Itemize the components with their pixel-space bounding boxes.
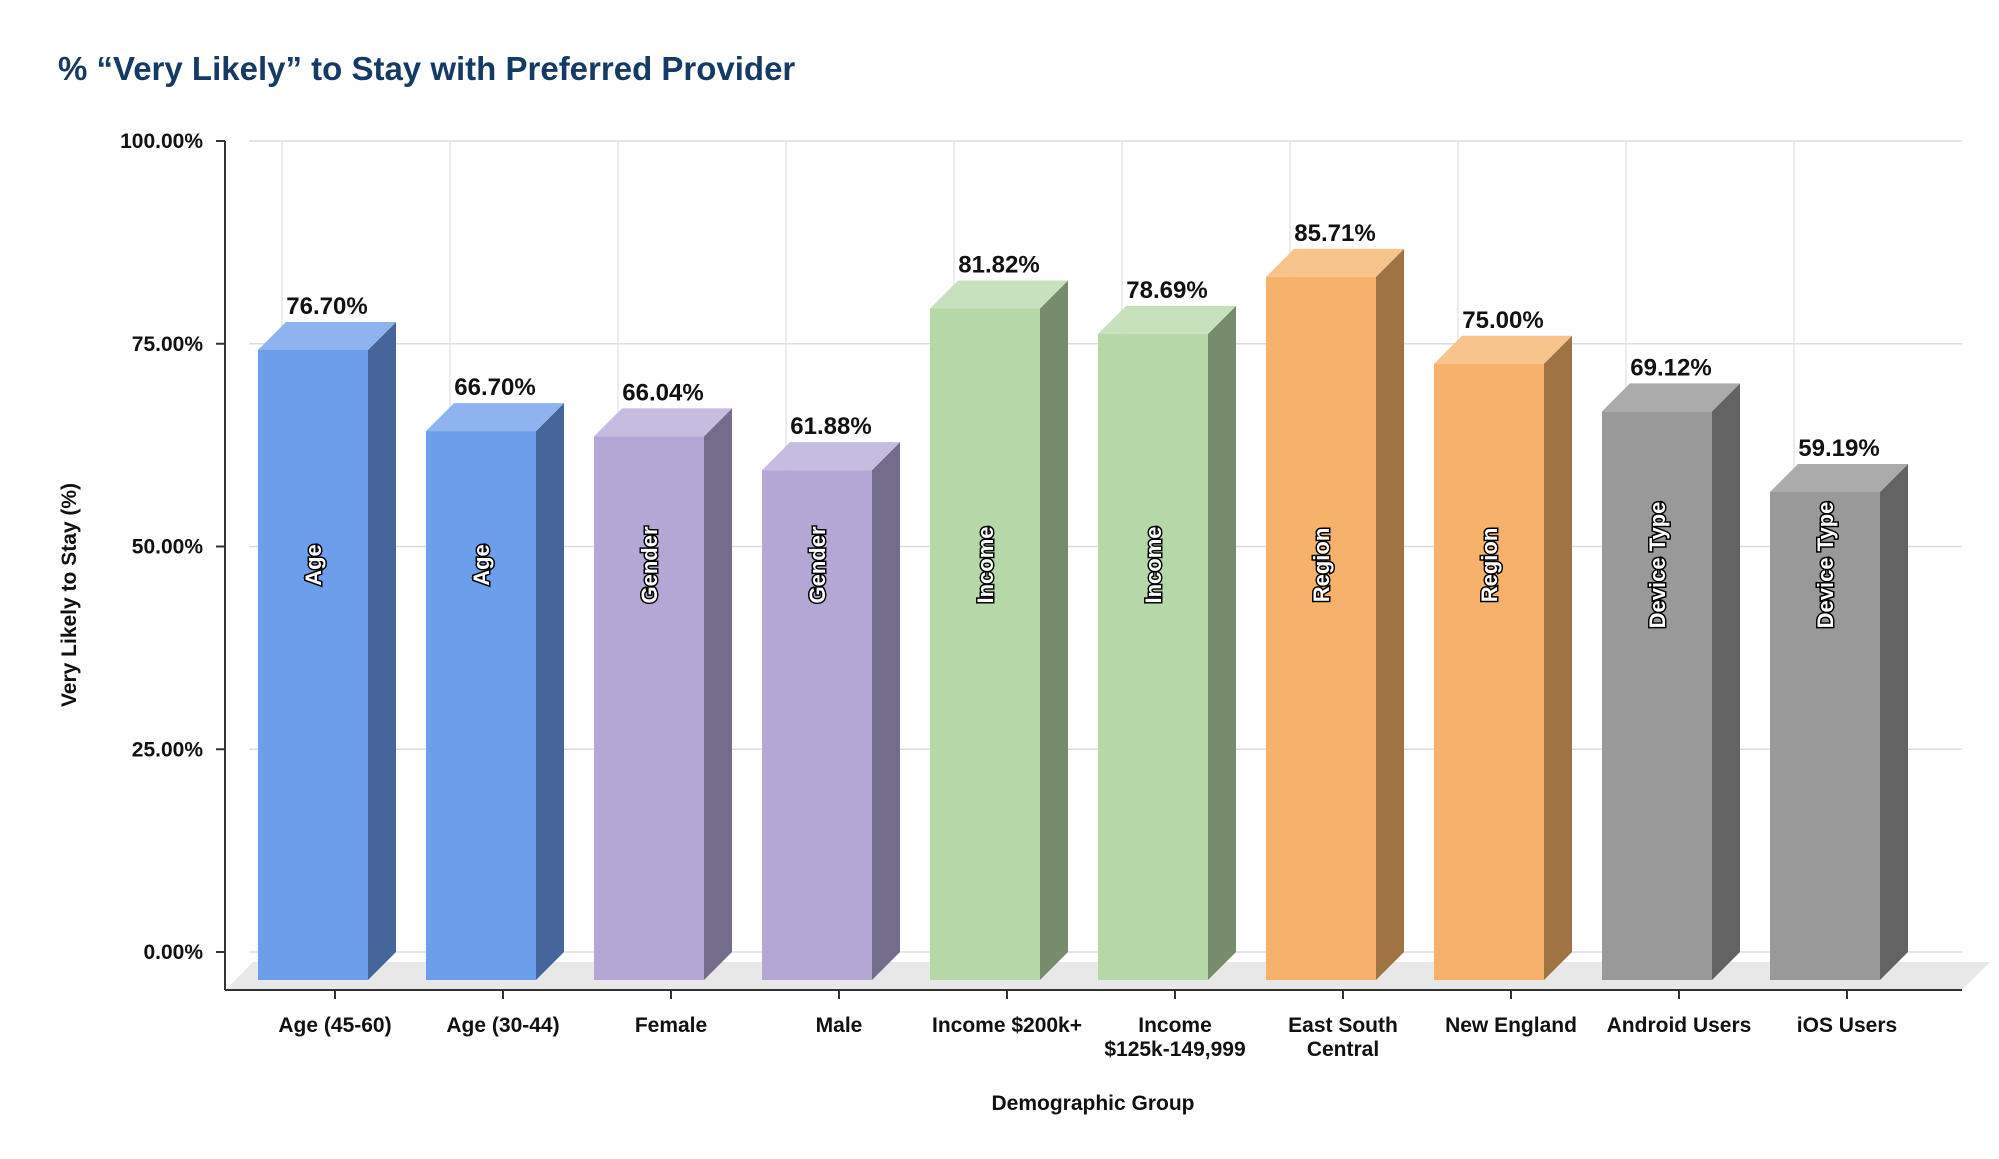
x-tick-label-line: New England bbox=[1445, 1014, 1577, 1037]
x-tick-label-line: East South bbox=[1288, 1014, 1398, 1037]
value-label: 61.88% bbox=[790, 413, 871, 440]
x-tick-label-line: $125k-149,999 bbox=[1104, 1038, 1245, 1061]
value-label: 75.00% bbox=[1462, 307, 1543, 334]
bar-top bbox=[258, 321, 396, 350]
group-label: Gender bbox=[637, 526, 662, 603]
y-tick-label: 100.00% bbox=[120, 130, 203, 153]
bar-side bbox=[1712, 383, 1740, 981]
x-tick-label: Android Users bbox=[1607, 1014, 1752, 1037]
bar-side bbox=[1040, 280, 1068, 980]
bar bbox=[1098, 305, 1236, 980]
bar-top bbox=[1434, 335, 1572, 364]
bar-top bbox=[1602, 383, 1740, 412]
bar bbox=[762, 442, 900, 980]
bar-top bbox=[594, 408, 732, 437]
bars-layer bbox=[258, 248, 1908, 981]
bar bbox=[426, 403, 564, 980]
bar-side bbox=[368, 321, 396, 980]
bar-top bbox=[762, 442, 900, 471]
y-axis-title: Very Likely to Stay (%) bbox=[58, 483, 81, 707]
bar bbox=[1602, 383, 1740, 981]
value-label: 78.69% bbox=[1126, 277, 1207, 304]
value-label: 76.70% bbox=[286, 293, 367, 320]
bar bbox=[1434, 335, 1572, 980]
bar-front bbox=[258, 349, 368, 980]
x-tick-label: Income $125k-149,999 bbox=[1104, 1014, 1245, 1061]
bar-top bbox=[426, 403, 564, 432]
value-label: 81.82% bbox=[958, 251, 1039, 278]
x-tick-label: Income $200k+ bbox=[932, 1014, 1082, 1037]
group-label: Income bbox=[973, 526, 998, 603]
chart-title: % “Very Likely” to Stay with Preferred P… bbox=[58, 50, 796, 87]
value-label: 66.70% bbox=[454, 374, 535, 401]
bar-front bbox=[762, 470, 872, 980]
bar-front bbox=[1266, 276, 1376, 980]
x-tick-label-line: Android Users bbox=[1607, 1014, 1752, 1037]
group-label: Gender bbox=[805, 526, 830, 603]
group-label: Device Type bbox=[1645, 502, 1670, 629]
bar bbox=[1266, 248, 1404, 980]
bar-top bbox=[930, 280, 1068, 309]
bar bbox=[930, 280, 1068, 980]
x-tick-label-line: Age (30-44) bbox=[446, 1014, 559, 1037]
x-tick-label: Female bbox=[635, 1014, 707, 1037]
bar-side bbox=[1880, 463, 1908, 980]
bar-front bbox=[426, 431, 536, 980]
bar-top bbox=[1266, 248, 1404, 277]
x-tick-label-line: Income $200k+ bbox=[932, 1014, 1082, 1037]
bar bbox=[594, 408, 732, 980]
bar-front bbox=[930, 308, 1040, 980]
y-tick-label: 75.00% bbox=[132, 333, 204, 356]
bar-side bbox=[536, 403, 564, 980]
group-label: Age bbox=[301, 544, 326, 586]
bar-front bbox=[1098, 333, 1208, 980]
value-label: 59.19% bbox=[1798, 435, 1879, 462]
bar-top bbox=[1770, 463, 1908, 492]
x-tick-label-line: iOS Users bbox=[1797, 1014, 1897, 1037]
bar-side bbox=[872, 442, 900, 980]
x-tick-label-line: Female bbox=[635, 1014, 707, 1037]
bar-top bbox=[1098, 305, 1236, 334]
x-tick-label-line: Income bbox=[1138, 1014, 1212, 1037]
bar-front bbox=[1602, 411, 1712, 981]
group-label: Region bbox=[1309, 528, 1334, 603]
bar-front bbox=[1770, 491, 1880, 980]
group-label: Region bbox=[1477, 528, 1502, 603]
x-tick-label: Male bbox=[816, 1014, 863, 1037]
axes-layer bbox=[216, 140, 1962, 999]
x-tick-label-line: Age (45-60) bbox=[278, 1014, 391, 1037]
x-tick-label-line: Male bbox=[816, 1014, 863, 1037]
group-label: Age bbox=[469, 544, 494, 586]
x-tick-label-line: Central bbox=[1307, 1038, 1379, 1061]
x-tick-label: Age (45-60) bbox=[278, 1014, 391, 1037]
x-tick-label: Age (30-44) bbox=[446, 1014, 559, 1037]
bar-side bbox=[704, 408, 732, 980]
value-label: 85.71% bbox=[1294, 220, 1375, 247]
group-label: Income bbox=[1141, 526, 1166, 603]
bar-side bbox=[1376, 248, 1404, 980]
value-label: 66.04% bbox=[622, 379, 703, 406]
y-tick-label: 50.00% bbox=[132, 536, 204, 559]
value-label: 69.12% bbox=[1630, 354, 1711, 381]
bar-side bbox=[1208, 305, 1236, 980]
y-tick-label: 25.00% bbox=[132, 738, 204, 761]
x-tick-label: East South Central bbox=[1288, 1014, 1398, 1061]
x-tick-label: iOS Users bbox=[1797, 1014, 1897, 1037]
bar bbox=[258, 321, 396, 980]
bar-front bbox=[1434, 363, 1544, 980]
group-label: Device Type bbox=[1813, 502, 1838, 629]
labels-layer: 0.00% 25.00% 50.00% 75.00% 100.00% 76.70% Age A… bbox=[58, 130, 1897, 1115]
x-axis-title: Demographic Group bbox=[991, 1092, 1194, 1115]
x-tick-label: New England bbox=[1445, 1014, 1577, 1037]
bar-front bbox=[594, 436, 704, 980]
bar bbox=[1770, 463, 1908, 980]
bar-side bbox=[1544, 335, 1572, 980]
y-tick-label: 0.00% bbox=[143, 941, 203, 964]
